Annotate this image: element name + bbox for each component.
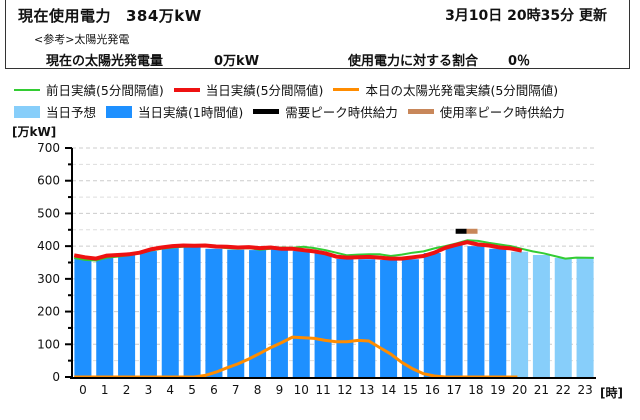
bar-hour-7 bbox=[227, 249, 245, 377]
svg-text:11: 11 bbox=[315, 383, 330, 397]
status-panel: 現在使用電力 384万kW 3月10日 20時35分 更新 <参考>太陽光発電 … bbox=[5, 0, 630, 69]
solar-ratio-value: 0％ bbox=[508, 54, 531, 69]
legend-today-hourly: 当日実績(1時間値) bbox=[106, 102, 243, 121]
legend-solar: 本日の太陽光発電実績(5分間隔値) bbox=[333, 80, 558, 99]
current-usage-label: 現在使用電力 bbox=[18, 7, 112, 25]
svg-text:12: 12 bbox=[337, 383, 352, 397]
bar-hour-2 bbox=[118, 254, 136, 377]
line-本日の太陽光発電実績(5分間隔値) bbox=[74, 335, 518, 379]
svg-text:13: 13 bbox=[359, 383, 374, 397]
svg-text:19: 19 bbox=[490, 383, 505, 397]
svg-text:20: 20 bbox=[512, 383, 527, 397]
series-lines bbox=[73, 239, 594, 379]
bar-hour-14 bbox=[380, 259, 398, 377]
svg-text:100: 100 bbox=[37, 337, 60, 351]
bar-hour-19 bbox=[489, 248, 507, 377]
brown-line-icon bbox=[407, 109, 434, 114]
svg-text:10: 10 bbox=[294, 383, 309, 397]
svg-text:600: 600 bbox=[37, 174, 60, 188]
legend-forecast: 当日予想 bbox=[14, 102, 96, 121]
blue-box-icon bbox=[106, 105, 133, 118]
svg-text:300: 300 bbox=[37, 272, 60, 286]
svg-text:23: 23 bbox=[577, 383, 592, 397]
svg-text:16: 16 bbox=[425, 383, 440, 397]
svg-text:5: 5 bbox=[188, 383, 196, 397]
solar-ratio-label: 使用電力に対する割合 bbox=[348, 54, 479, 69]
bar-hour-10 bbox=[292, 251, 310, 377]
svg-text:6: 6 bbox=[210, 383, 218, 397]
svg-text:3: 3 bbox=[145, 383, 153, 397]
bar-hour-0 bbox=[74, 257, 92, 377]
light-blue-box-icon bbox=[14, 105, 40, 118]
y-axis-unit: [万kW] bbox=[12, 125, 57, 139]
svg-text:14: 14 bbox=[381, 383, 396, 397]
legend-row-1: 前日実績(5分間隔値) 当日実績(5分間隔値) 本日の太陽光発電実績(5分間隔値… bbox=[14, 80, 568, 99]
legend-today-5min: 当日実績(5分間隔値) bbox=[173, 80, 323, 99]
svg-text:7: 7 bbox=[232, 383, 240, 397]
current-usage-value: 384万kW bbox=[126, 7, 202, 25]
legend-prev-day: 前日実績(5分間隔値) bbox=[14, 80, 164, 99]
black-line-icon bbox=[253, 109, 280, 114]
updated-timestamp: 3月10日 20時35分 更新 bbox=[445, 8, 607, 24]
bar-hour-5 bbox=[183, 246, 201, 377]
svg-text:400: 400 bbox=[37, 239, 60, 253]
reference-note: <参考>太陽光発電 bbox=[34, 33, 130, 46]
legend-row-2: 当日予想 当日実績(1時間値) 需要ピーク時供給力 使用率ピーク時供給力 bbox=[14, 102, 575, 121]
red-line-icon bbox=[173, 87, 200, 92]
bar-hour-4 bbox=[161, 248, 179, 377]
solar-output-label: 現在の太陽光発電量 bbox=[46, 54, 164, 69]
bar-hour-6 bbox=[205, 248, 223, 377]
svg-text:21: 21 bbox=[534, 383, 549, 397]
svg-text:700: 700 bbox=[37, 141, 60, 155]
svg-text:200: 200 bbox=[37, 305, 60, 319]
svg-text:500: 500 bbox=[37, 206, 60, 220]
bar-hour-23 bbox=[576, 256, 594, 377]
svg-text:8: 8 bbox=[254, 383, 262, 397]
bar-hour-8 bbox=[249, 250, 267, 377]
svg-text:18: 18 bbox=[468, 383, 483, 397]
legend-demand-peak-supply: 需要ピーク時供給力 bbox=[253, 102, 398, 121]
svg-text:15: 15 bbox=[403, 383, 418, 397]
bar-hour-16 bbox=[423, 253, 441, 377]
svg-text:0: 0 bbox=[79, 383, 87, 397]
svg-text:22: 22 bbox=[556, 383, 571, 397]
hourly-bars bbox=[74, 245, 594, 377]
x-axis-unit: [時] bbox=[600, 386, 623, 400]
bar-hour-12 bbox=[336, 258, 354, 377]
svg-text:2: 2 bbox=[123, 383, 131, 397]
svg-text:4: 4 bbox=[166, 383, 174, 397]
bar-hour-22 bbox=[554, 257, 572, 377]
green-line-icon bbox=[14, 88, 40, 91]
bar-hour-15 bbox=[401, 259, 419, 377]
bar-hour-18 bbox=[467, 246, 485, 377]
solar-output-value: 0万kW bbox=[214, 54, 260, 69]
svg-text:9: 9 bbox=[276, 383, 284, 397]
bar-hour-1 bbox=[96, 256, 114, 377]
bar-hour-20 bbox=[511, 251, 529, 377]
peak-supply-markers bbox=[455, 228, 478, 234]
bar-hour-21 bbox=[532, 254, 550, 377]
line-当日実績(5分間隔値) bbox=[73, 240, 523, 261]
bar-hour-3 bbox=[139, 251, 157, 377]
bar-hour-11 bbox=[314, 253, 332, 377]
bar-hour-13 bbox=[358, 259, 376, 377]
svg-text:1: 1 bbox=[101, 383, 109, 397]
svg-text:17: 17 bbox=[446, 383, 461, 397]
bar-hour-17 bbox=[445, 245, 463, 377]
legend-usage-peak-supply: 使用率ピーク時供給力 bbox=[407, 102, 565, 121]
svg-text:0: 0 bbox=[52, 370, 60, 384]
bar-hour-9 bbox=[270, 249, 288, 377]
orange-line-icon bbox=[333, 88, 360, 91]
